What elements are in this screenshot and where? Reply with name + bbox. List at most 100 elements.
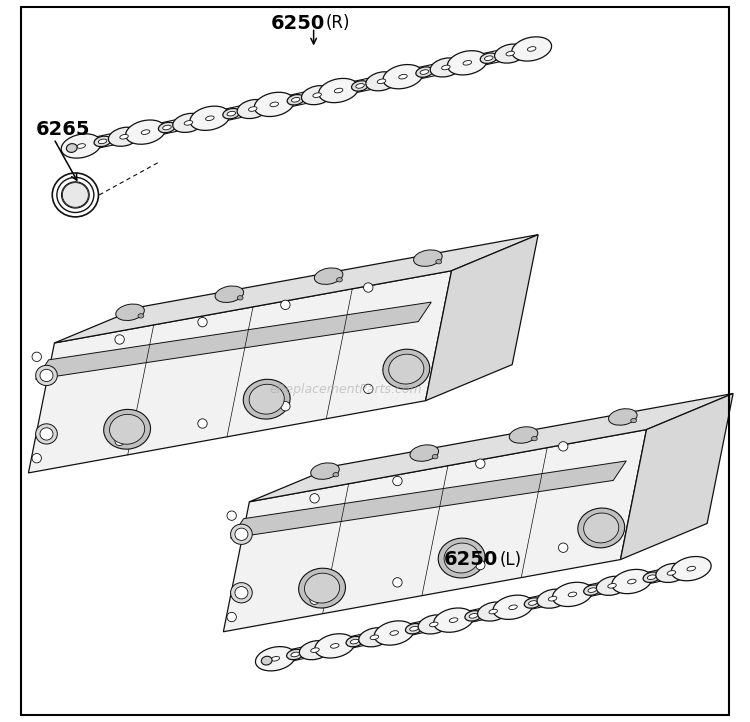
Ellipse shape [104,409,151,449]
Polygon shape [55,235,538,343]
Ellipse shape [436,260,442,264]
Ellipse shape [287,95,304,105]
Ellipse shape [509,427,538,443]
Ellipse shape [115,436,125,445]
Ellipse shape [548,596,556,601]
Ellipse shape [172,113,204,132]
Ellipse shape [358,627,390,647]
Ellipse shape [94,136,111,147]
Ellipse shape [410,627,419,631]
Ellipse shape [77,144,86,148]
Ellipse shape [410,445,439,461]
Ellipse shape [350,639,358,644]
Ellipse shape [280,300,290,310]
Ellipse shape [366,71,398,91]
Ellipse shape [578,508,625,548]
Ellipse shape [484,56,493,61]
Ellipse shape [298,568,346,608]
Ellipse shape [215,286,244,303]
Ellipse shape [430,58,461,77]
Ellipse shape [158,122,176,133]
Ellipse shape [433,608,473,632]
Ellipse shape [237,296,243,300]
Ellipse shape [352,81,368,91]
Ellipse shape [280,401,290,411]
Ellipse shape [419,615,449,634]
Ellipse shape [310,595,320,604]
Ellipse shape [647,575,656,580]
Ellipse shape [302,86,333,105]
Ellipse shape [237,100,268,118]
Ellipse shape [310,648,320,653]
Ellipse shape [235,529,248,540]
Ellipse shape [291,652,299,657]
Ellipse shape [382,349,430,389]
Ellipse shape [393,477,402,486]
Ellipse shape [116,304,144,321]
Ellipse shape [286,649,304,660]
Ellipse shape [388,355,424,384]
Ellipse shape [230,583,252,603]
Ellipse shape [32,352,41,362]
Ellipse shape [432,455,438,459]
Ellipse shape [235,586,248,599]
Ellipse shape [271,656,280,661]
Polygon shape [36,302,431,379]
Text: 6250: 6250 [270,14,325,32]
Ellipse shape [227,511,236,521]
Text: (L): (L) [500,551,521,568]
Ellipse shape [299,640,331,660]
Ellipse shape [489,609,497,614]
Ellipse shape [310,494,320,503]
Ellipse shape [430,622,438,627]
Ellipse shape [476,560,485,570]
Ellipse shape [138,314,144,318]
Ellipse shape [230,524,252,544]
Ellipse shape [62,183,88,207]
Ellipse shape [588,588,596,593]
Ellipse shape [416,67,433,77]
Ellipse shape [478,602,508,621]
Ellipse shape [568,592,577,596]
Ellipse shape [444,543,479,573]
Ellipse shape [671,557,711,580]
Ellipse shape [506,51,515,56]
Ellipse shape [512,37,551,61]
Ellipse shape [40,427,53,440]
Polygon shape [230,461,626,538]
Ellipse shape [687,566,695,571]
Ellipse shape [509,605,518,609]
Ellipse shape [537,589,568,608]
Ellipse shape [470,614,478,618]
Ellipse shape [190,106,230,131]
Ellipse shape [292,97,300,102]
Ellipse shape [62,134,101,158]
Ellipse shape [36,424,57,444]
Ellipse shape [356,84,364,88]
Ellipse shape [333,473,339,477]
Ellipse shape [559,442,568,451]
Ellipse shape [243,379,290,419]
Ellipse shape [370,635,379,640]
Text: (R): (R) [326,14,350,32]
Polygon shape [224,430,646,632]
Ellipse shape [643,572,660,583]
Polygon shape [620,393,733,560]
Ellipse shape [390,631,398,635]
Ellipse shape [377,79,386,84]
Ellipse shape [206,116,214,121]
Ellipse shape [527,47,536,51]
Ellipse shape [198,318,207,327]
Ellipse shape [480,53,497,64]
Polygon shape [425,235,538,401]
Ellipse shape [32,453,41,463]
Ellipse shape [596,576,628,596]
Ellipse shape [628,579,636,584]
Ellipse shape [438,538,485,578]
Ellipse shape [346,636,363,647]
Ellipse shape [319,79,358,103]
Ellipse shape [125,120,166,144]
Ellipse shape [337,278,342,282]
Ellipse shape [115,335,125,344]
Text: 6265: 6265 [36,121,90,139]
